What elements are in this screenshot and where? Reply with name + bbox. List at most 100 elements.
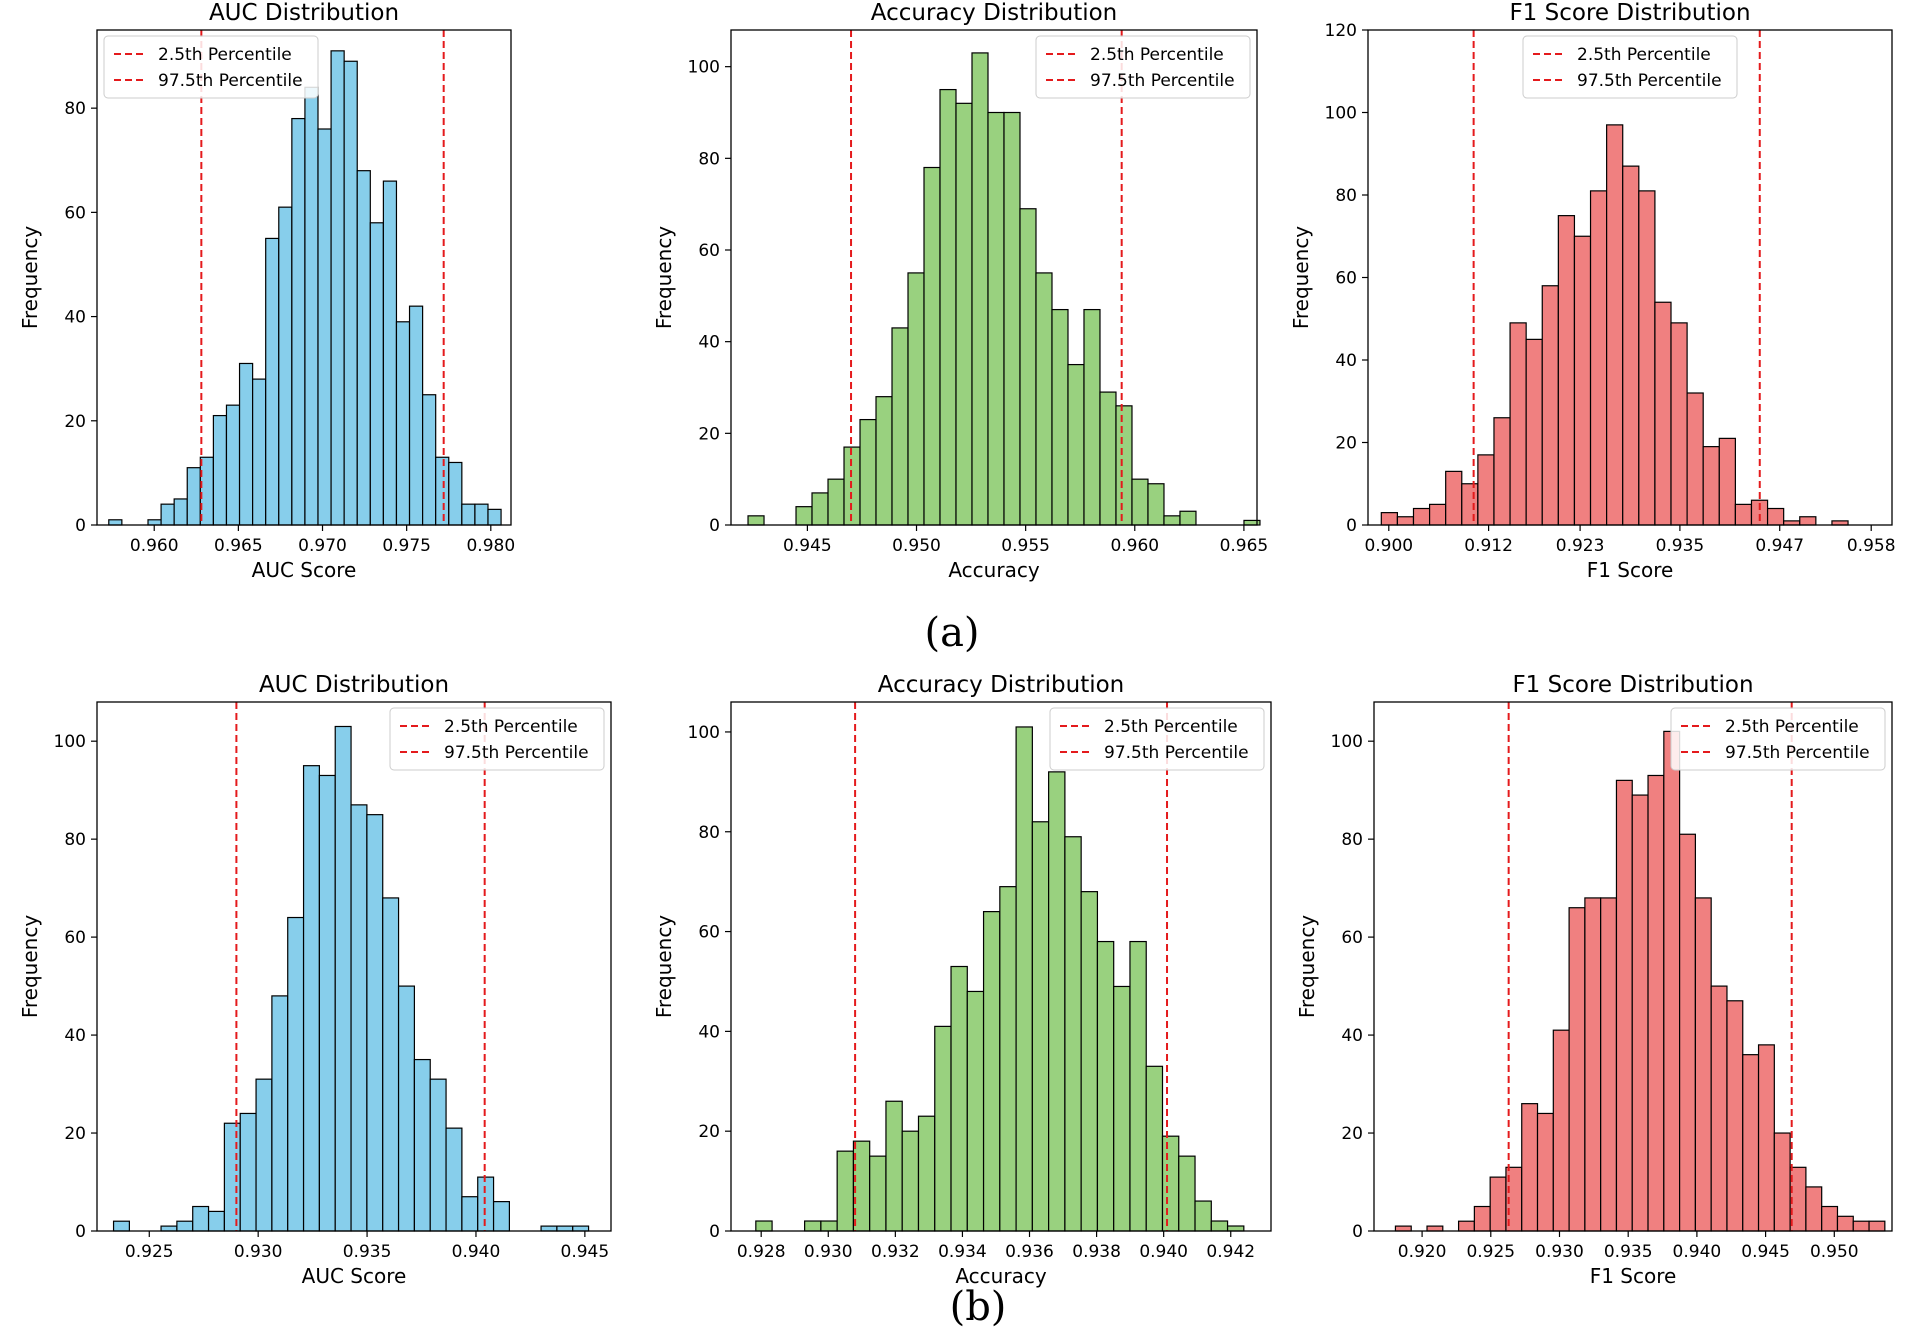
- histogram-bar: [356, 170, 371, 526]
- histogram-bar: [1064, 836, 1082, 1232]
- histogram-bar: [827, 478, 845, 526]
- x-tick-label: 0.900: [1364, 536, 1413, 556]
- histogram-bar: [1477, 454, 1495, 526]
- y-tick-label: 80: [698, 823, 720, 843]
- legend-box: [1035, 35, 1251, 99]
- histogram-bar: [1615, 779, 1633, 1232]
- y-tick-label: 120: [1325, 21, 1357, 41]
- histogram-bar: [1541, 285, 1559, 526]
- y-tick-label: 40: [64, 308, 86, 328]
- histogram-bar: [540, 1225, 558, 1232]
- histogram-bar: [987, 111, 1005, 526]
- x-axis-label: AUC Score: [302, 1264, 407, 1288]
- histogram-bar: [1003, 111, 1021, 526]
- histogram-bar: [982, 911, 1001, 1232]
- histogram-bar: [1606, 124, 1624, 526]
- histogram-bar: [1718, 437, 1736, 526]
- y-tick-label: 20: [64, 1124, 86, 1144]
- histogram-bar: [487, 508, 502, 526]
- histogram-bar: [408, 305, 424, 526]
- x-tick-label: 0.912: [1464, 536, 1513, 556]
- y-tick-label: 20: [698, 424, 720, 444]
- histogram-bar: [278, 206, 293, 526]
- x-tick-label: 0.930: [804, 1242, 853, 1262]
- histogram-bar: [1147, 483, 1165, 526]
- x-axis-label: F1 Score: [1587, 558, 1674, 582]
- chart-title: F1 Score Distribution: [1509, 0, 1750, 26]
- y-tick-label: 40: [698, 1022, 720, 1042]
- histogram-bar: [1702, 446, 1720, 526]
- legend: 2.5th Percentile 97.5th Percentile: [389, 707, 605, 771]
- histogram-bar: [1048, 771, 1066, 1232]
- histogram-bar: [1622, 165, 1640, 526]
- chart-title: Accuracy Distribution: [878, 672, 1125, 698]
- histogram-bar: [1742, 1054, 1760, 1232]
- histogram-bar: [1019, 208, 1037, 526]
- histogram-bar: [112, 1220, 130, 1232]
- histogram-bar: [1852, 1220, 1870, 1232]
- histogram-bar: [1568, 907, 1586, 1232]
- histogram-bar: [1380, 512, 1399, 526]
- histogram-bar: [1573, 235, 1592, 526]
- legend-entry: 97.5th Percentile: [1104, 743, 1249, 763]
- legend-entry: 2.5th Percentile: [444, 717, 578, 737]
- legend: 2.5th Percentile 97.5th Percentile: [1522, 35, 1738, 99]
- x-tick-label: 0.920: [1398, 1242, 1447, 1262]
- legend-box: [389, 707, 605, 771]
- x-tick-label: 0.960: [130, 536, 179, 556]
- histogram-bar: [1536, 1112, 1554, 1232]
- histogram-bar: [1179, 510, 1197, 526]
- histogram-bar: [255, 1078, 273, 1232]
- legend-entry: 97.5th Percentile: [1577, 71, 1722, 91]
- histogram-bar: [795, 506, 813, 526]
- legend-box: [1670, 707, 1886, 771]
- histogram-bar: [369, 222, 384, 526]
- histogram-bar: [1663, 730, 1681, 1232]
- chart-a-3: 0.900 0.912 0.923 0.935 0.947 0.958 0 20 40 60 80 1…: [1289, 0, 1896, 582]
- histogram-bar: [212, 414, 228, 526]
- chart-title: AUC Distribution: [259, 672, 449, 698]
- histogram-bar: [291, 117, 306, 526]
- legend: 2.5th Percentile 97.5th Percentile: [1049, 707, 1265, 771]
- histogram-bar: [1489, 1176, 1507, 1232]
- histogram-bar: [1461, 483, 1479, 526]
- x-axis-label: F1 Score: [1590, 1264, 1677, 1288]
- histogram-bar: [1868, 1220, 1886, 1232]
- legend: 2.5th Percentile 97.5th Percentile: [1670, 707, 1886, 771]
- histogram-bar: [1015, 726, 1033, 1232]
- histogram-bar: [747, 515, 765, 526]
- y-tick-label: 100: [54, 732, 86, 752]
- histogram-bar: [1163, 515, 1181, 526]
- y-tick-label: 80: [64, 99, 86, 119]
- x-tick-label: 0.925: [125, 1242, 174, 1262]
- histogram-bar: [939, 88, 957, 526]
- y-tick-label: 20: [698, 1122, 720, 1142]
- legend-box: [1049, 707, 1265, 771]
- y-tick-label: 100: [688, 723, 720, 743]
- y-tick-label: 20: [1341, 1124, 1363, 1144]
- legend: 2.5th Percentile 97.5th Percentile: [1035, 35, 1251, 99]
- axes-frame: [96, 701, 612, 1232]
- histogram-bar: [317, 128, 332, 526]
- histogram-bar: [999, 886, 1017, 1232]
- histogram-bar: [265, 237, 280, 526]
- x-axis-label: AUC Score: [252, 558, 357, 582]
- y-tick-label: 0: [1346, 516, 1357, 536]
- histogram-bar: [572, 1225, 590, 1232]
- histogram-bars: [755, 726, 1245, 1232]
- histogram-bar: [1396, 516, 1415, 526]
- x-tick-label: 0.932: [871, 1242, 920, 1262]
- histogram-bar: [1035, 272, 1053, 526]
- histogram-bar: [461, 1196, 479, 1232]
- histogram-bar: [1734, 503, 1753, 526]
- histogram-bar: [223, 1122, 241, 1232]
- histogram-bar: [445, 1127, 463, 1232]
- histogram-bar: [1805, 1186, 1823, 1232]
- axes-frame: [730, 701, 1272, 1232]
- y-tick-label: 60: [1341, 928, 1363, 948]
- histogram-bar: [1686, 392, 1704, 526]
- histogram-bar: [1589, 190, 1608, 526]
- y-axis-label: Frequency: [18, 915, 42, 1018]
- histogram-bar: [1394, 1225, 1412, 1232]
- histogram-bar: [435, 456, 450, 526]
